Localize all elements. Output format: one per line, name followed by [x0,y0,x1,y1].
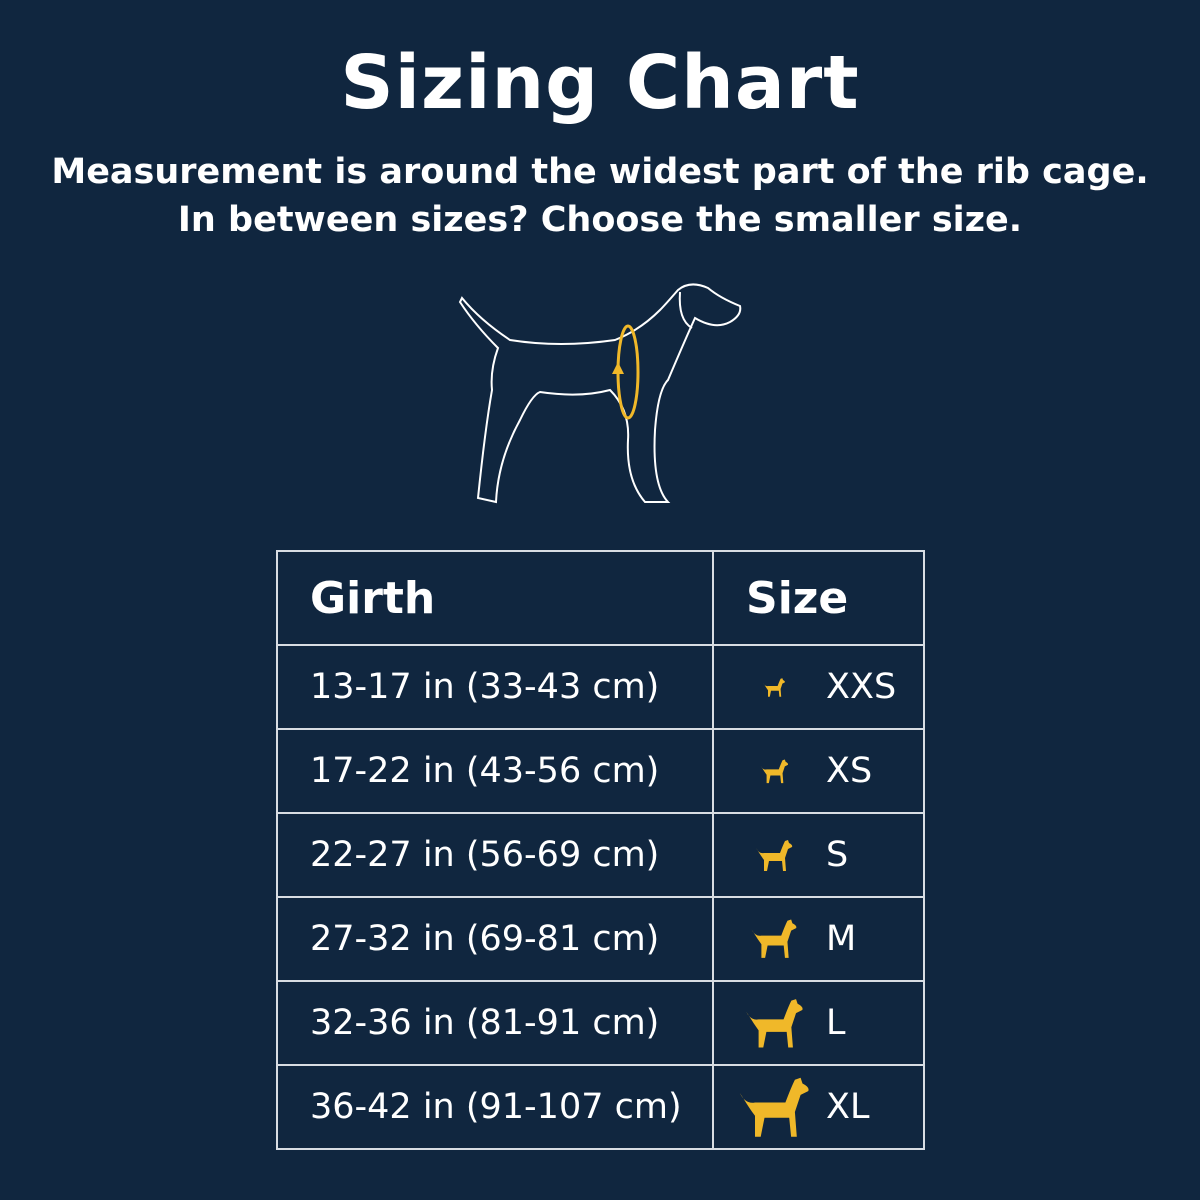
size-label: XXS [826,667,897,707]
size-label: S [826,835,849,875]
subtitle-line: Measurement is around the widest part of… [51,152,1149,192]
size-cell: S [712,812,925,898]
girth-cell: 36-42 in (91-107 cm) [276,1064,714,1150]
size-cell: XS [712,728,925,814]
girth-cell: 13-17 in (33-43 cm) [276,644,714,730]
size-cell: M [712,896,925,982]
poodle-icon [734,820,814,890]
pomeranian-icon [734,736,814,806]
table-row: 22-27 in (56-69 cm) S [276,812,925,898]
page-title: Sizing Chart [340,40,860,126]
size-label: M [826,919,857,959]
table-row: 27-32 in (69-81 cm) M [276,896,925,982]
table-row: 36-42 in (91-107 cm) XL [276,1064,925,1150]
girth-cell: 27-32 in (69-81 cm) [276,896,714,982]
spaniel-icon [734,904,814,974]
table-row: 13-17 in (33-43 cm) XXS [276,644,925,730]
size-label: XL [826,1087,870,1127]
great-dane-icon [734,1072,814,1142]
girth-cell: 32-36 in (81-91 cm) [276,980,714,1066]
subtitle-line: In between sizes? Choose the smaller siz… [177,200,1023,240]
size-cell: XXS [712,644,925,730]
dog-girth-diagram-icon [458,283,742,504]
header-size: Size [712,550,925,646]
girth-cell: 22-27 in (56-69 cm) [276,812,714,898]
girth-cell: 17-22 in (43-56 cm) [276,728,714,814]
header-girth: Girth [276,550,714,646]
size-cell: XL [712,1064,925,1150]
retriever-icon [734,988,814,1058]
table-row: 17-22 in (43-56 cm) XS [276,728,925,814]
table-row: 32-36 in (81-91 cm) L [276,980,925,1066]
sizing-table: Girth Size 13-17 in (33-43 cm) XXS 17-22… [276,550,925,1150]
size-label: L [826,1003,846,1043]
size-cell: L [712,980,925,1066]
size-label: XS [826,751,873,791]
chihuahua-icon [734,652,814,722]
table-header-row: Girth Size [276,550,925,646]
